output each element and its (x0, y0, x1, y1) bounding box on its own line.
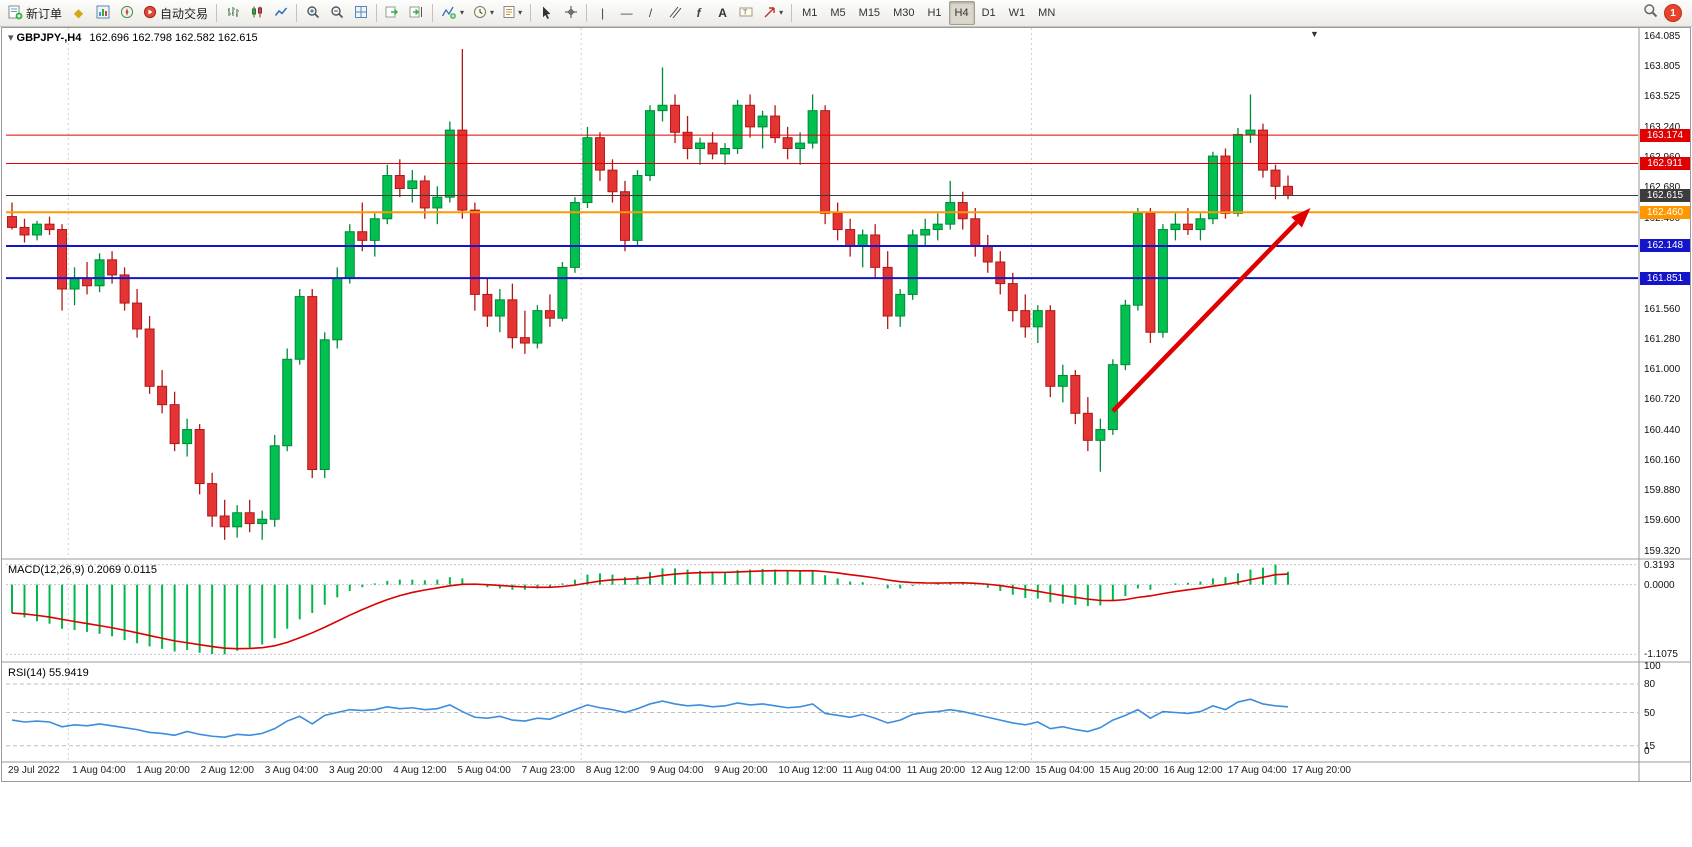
auto-scroll-icon (385, 5, 400, 21)
templates-dropdown-arrow: ▾ (518, 8, 523, 17)
timeframe-group: M1 M5 M15 M30 H1 H4 D1 W1 MN (796, 1, 1061, 25)
periods-dropdown-arrow: ▾ (490, 8, 495, 17)
trend-arrow (1111, 207, 1311, 413)
toolbar-separator (296, 4, 298, 22)
chart-shift-icon (409, 5, 424, 21)
vertical-line-icon: | (601, 6, 605, 20)
candles-chart-type-button[interactable] (245, 2, 268, 24)
indicators-dropdown-arrow: ▾ (460, 8, 465, 17)
period-separators (67, 28, 1033, 762)
toolbar-separator (530, 4, 532, 22)
main-toolbar: 新订单 ◆ 自动交易 (0, 0, 1692, 27)
channel-tool-button[interactable] (663, 2, 686, 24)
toolbar-separator (432, 4, 434, 22)
chart-shift-button[interactable] (405, 2, 428, 24)
toolbar-right-group: 1 (1643, 3, 1688, 23)
text-label-tool-button[interactable]: T (735, 2, 758, 24)
cursor-tool-button[interactable] (535, 2, 558, 24)
templates-button[interactable]: ▾ (499, 2, 526, 24)
level-lines (6, 134, 1638, 280)
data-window-icon (96, 5, 110, 21)
arrows-tool-icon (763, 6, 776, 21)
zoom-out-icon (330, 5, 344, 21)
fibonacci-tool-button[interactable]: f (687, 2, 710, 24)
horizontal-line-tool-button[interactable]: — (615, 2, 638, 24)
periods-button[interactable]: ▾ (469, 2, 498, 24)
search-button[interactable] (1643, 3, 1658, 23)
text-tool-icon: A (718, 6, 727, 20)
trendline-icon: / (648, 6, 653, 20)
templates-icon (503, 5, 515, 21)
tile-windows-button[interactable] (349, 2, 372, 24)
navigator-icon (120, 5, 134, 21)
autotrading-label: 自动交易 (160, 6, 209, 21)
timeframe-button-h4[interactable]: H4 (948, 1, 975, 25)
indicators-button[interactable]: ▾ (437, 2, 468, 24)
data-window-button[interactable] (91, 2, 114, 24)
macd-pane (6, 564, 1638, 655)
toolbar-separator (791, 4, 793, 22)
toolbar-separator (376, 4, 378, 22)
navigator-button[interactable] (115, 2, 138, 24)
timeframe-button-m1[interactable]: M1 (802, 7, 818, 19)
periods-clock-icon (473, 5, 487, 21)
timeframe-button-mn[interactable]: MN (1038, 7, 1056, 19)
timeframe-button-m30[interactable]: M30 (893, 7, 915, 19)
rsi-pane (6, 683, 1638, 747)
candles-layer (7, 49, 1293, 540)
toolbar-separator (216, 4, 218, 22)
market-watch-icon: ◆ (73, 6, 84, 20)
timeframe-button-m5[interactable]: M5 (830, 7, 846, 19)
cursor-icon (540, 5, 553, 21)
market-watch-button[interactable]: ◆ (67, 2, 90, 24)
new-order-label: 新订单 (26, 6, 63, 21)
crosshair-icon (564, 5, 578, 21)
svg-text:T: T (743, 9, 748, 16)
bars-chart-type-button[interactable] (221, 2, 244, 24)
indicators-icon (441, 5, 457, 21)
auto-scroll-button[interactable] (381, 2, 404, 24)
autotrading-button[interactable]: 自动交易 (139, 2, 212, 24)
fibonacci-icon: f (696, 6, 701, 20)
text-tool-button[interactable]: A (711, 2, 734, 24)
tile-windows-icon (354, 5, 368, 21)
new-order-button[interactable]: 新订单 (4, 2, 66, 24)
zoom-in-icon (306, 5, 320, 21)
line-chart-type-button[interactable] (269, 2, 292, 24)
timeframe-button-d1[interactable]: D1 (981, 7, 996, 19)
vertical-line-tool-button[interactable]: | (591, 2, 614, 24)
arrows-dropdown-arrow: ▾ (779, 8, 784, 17)
horizontal-line-icon: — (620, 6, 633, 20)
timeframe-button-w1[interactable]: W1 (1008, 7, 1026, 19)
autotrading-icon (143, 5, 157, 21)
bars-chart-icon (226, 5, 240, 21)
line-chart-icon (274, 5, 288, 21)
channel-icon (668, 5, 682, 21)
crosshair-tool-button[interactable] (559, 2, 582, 24)
timeframe-button-m15[interactable]: M15 (858, 7, 881, 19)
zoom-out-button[interactable] (325, 2, 348, 24)
notification-badge[interactable]: 1 (1664, 4, 1682, 22)
arrows-tool-button[interactable]: ▾ (759, 2, 787, 24)
zoom-in-button[interactable] (301, 2, 324, 24)
new-order-icon (8, 5, 23, 22)
text-label-icon: T (739, 6, 754, 21)
pane-frames (1, 27, 1691, 782)
toolbar-separator (586, 4, 588, 22)
trendline-tool-button[interactable]: / (639, 2, 662, 24)
timeframe-button-h1[interactable]: H1 (927, 7, 942, 19)
candles-chart-icon (250, 5, 264, 21)
